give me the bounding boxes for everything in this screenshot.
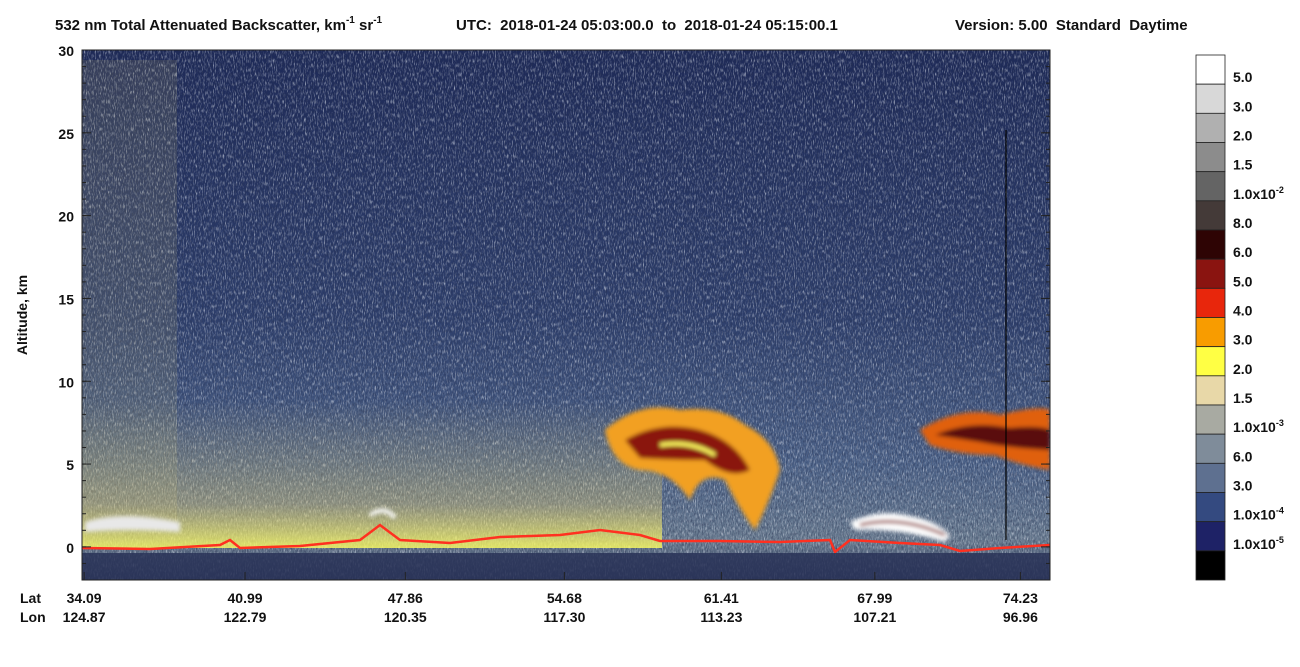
y-tick-label: 5 xyxy=(66,457,74,473)
lat-tick-label: 61.41 xyxy=(704,590,739,606)
lat-tick-label: 74.23 xyxy=(1003,590,1038,606)
y-tick-label: 20 xyxy=(58,209,74,225)
lon-label: Lon xyxy=(20,609,46,625)
colorbar-label: 5.0 xyxy=(1233,273,1253,289)
title-superscript: -1 xyxy=(346,15,355,26)
colorbar-label-exponent: -4 xyxy=(1276,506,1284,516)
colorbar-swatch xyxy=(1195,142,1226,173)
lon-tick-label: 122.79 xyxy=(224,609,267,625)
colorbar-label: 1.5 xyxy=(1233,157,1253,173)
backscatter-image xyxy=(82,50,1050,580)
colorbar-label: 1.0x10-2 xyxy=(1233,185,1284,202)
colorbar-label: 1.0x10-3 xyxy=(1233,418,1284,435)
colorbar-label-text: 1.0x10 xyxy=(1233,507,1276,523)
colorbar-label-text: 5.0 xyxy=(1233,273,1253,289)
lat-tick-label: 40.99 xyxy=(228,590,263,606)
colorbar-label: 1.5 xyxy=(1233,390,1253,406)
y-tick-label: 30 xyxy=(58,43,74,59)
lon-tick-label: 107.21 xyxy=(853,609,896,625)
surface-line xyxy=(82,523,1050,555)
lon-tick-label: 124.87 xyxy=(63,609,106,625)
colorbar-label: 4.0 xyxy=(1233,303,1253,319)
aerosol-haze xyxy=(82,60,177,530)
colorbar-swatch xyxy=(1195,54,1226,85)
colorbar-swatch xyxy=(1195,229,1226,260)
colorbar-label-text: 1.0x10 xyxy=(1233,419,1276,435)
title-superscript: -1 xyxy=(373,15,382,26)
colorbar-label: 3.0 xyxy=(1233,332,1253,348)
colorbar-label: 6.0 xyxy=(1233,448,1253,464)
colorbar-label-text: 1.5 xyxy=(1233,390,1253,406)
colorbar-label-text: 3.0 xyxy=(1233,478,1253,494)
colorbar-label-text: 6.0 xyxy=(1233,448,1253,464)
colorbar-label-text: 5.0 xyxy=(1233,69,1253,85)
y-tick-label: 0 xyxy=(66,540,74,556)
colorbar-label-exponent: -2 xyxy=(1276,185,1284,195)
colorbar-swatch xyxy=(1195,550,1226,581)
colorbar: 5.03.02.01.51.0x10-28.06.05.04.03.02.01.… xyxy=(1195,54,1284,581)
lon-tick-label: 120.35 xyxy=(384,609,427,625)
colorbar-label-text: 8.0 xyxy=(1233,215,1253,231)
y-axis-label: Altitude, km xyxy=(14,275,30,355)
lon-tick-label: 96.96 xyxy=(1003,609,1038,625)
lat-label: Lat xyxy=(20,590,41,606)
lat-tick-label: 34.09 xyxy=(67,590,102,606)
y-tick-label: 25 xyxy=(58,126,74,142)
title-text: sr xyxy=(355,17,374,34)
colorbar-swatch xyxy=(1195,83,1226,114)
version: Version: 5.00 Standard Daytime xyxy=(955,17,1188,34)
y-tick-label: 10 xyxy=(58,374,74,390)
colorbar-label: 6.0 xyxy=(1233,244,1253,260)
time-range: UTC: 2018-01-24 05:03:00.0 to 2018-01-24… xyxy=(456,17,838,34)
colorbar-swatch xyxy=(1195,404,1226,435)
colorbar-label: 8.0 xyxy=(1233,215,1253,231)
lat-tick-label: 47.86 xyxy=(388,590,423,606)
colorbar-swatch xyxy=(1195,258,1226,289)
chart-title: 532 nm Total Attenuated Backscatter, km-… xyxy=(55,15,383,34)
colorbar-label-text: 2.0 xyxy=(1233,361,1253,377)
y-tick-label: 15 xyxy=(58,291,74,307)
colorbar-label-text: 1.5 xyxy=(1233,157,1253,173)
colorbar-swatch xyxy=(1195,492,1226,523)
colorbar-label: 2.0 xyxy=(1233,361,1253,377)
colorbar-label: 1.0x10-4 xyxy=(1233,506,1284,523)
colorbar-swatch xyxy=(1195,200,1226,231)
lon-tick-label: 113.23 xyxy=(700,609,742,625)
lon-tick-label: 117.30 xyxy=(543,609,585,625)
colorbar-label-exponent: -5 xyxy=(1276,535,1284,545)
colorbar-label: 2.0 xyxy=(1233,128,1253,144)
title-text: 532 nm Total Attenuated Backscatter, km xyxy=(55,17,346,34)
colorbar-label-text: 6.0 xyxy=(1233,244,1253,260)
lat-tick-label: 54.68 xyxy=(547,590,582,606)
colorbar-swatch xyxy=(1195,346,1226,377)
colorbar-label-text: 4.0 xyxy=(1233,303,1253,319)
colorbar-swatch xyxy=(1195,375,1226,406)
colorbar-swatch xyxy=(1195,287,1226,318)
colorbar-label: 3.0 xyxy=(1233,478,1253,494)
colorbar-swatch xyxy=(1195,433,1226,464)
colorbar-label-text: 3.0 xyxy=(1233,98,1253,114)
colorbar-label: 3.0 xyxy=(1233,98,1253,114)
colorbar-label: 5.0 xyxy=(1233,69,1253,85)
subsurface xyxy=(82,553,1050,580)
clouds xyxy=(85,407,1050,542)
colorbar-label: 1.0x10-5 xyxy=(1233,535,1284,552)
colorbar-label-text: 3.0 xyxy=(1233,332,1253,348)
colorbar-label-text: 1.0x10 xyxy=(1233,536,1276,552)
colorbar-swatch xyxy=(1195,112,1226,143)
colorbar-swatch xyxy=(1195,462,1226,493)
colorbar-label-text: 1.0x10 xyxy=(1233,186,1276,202)
colorbar-swatch xyxy=(1195,317,1226,348)
colorbar-swatch xyxy=(1195,521,1226,552)
colorbar-swatch xyxy=(1195,171,1226,202)
colorbar-label-exponent: -3 xyxy=(1276,418,1284,428)
lat-tick-label: 67.99 xyxy=(857,590,892,606)
colorbar-label-text: 2.0 xyxy=(1233,128,1253,144)
